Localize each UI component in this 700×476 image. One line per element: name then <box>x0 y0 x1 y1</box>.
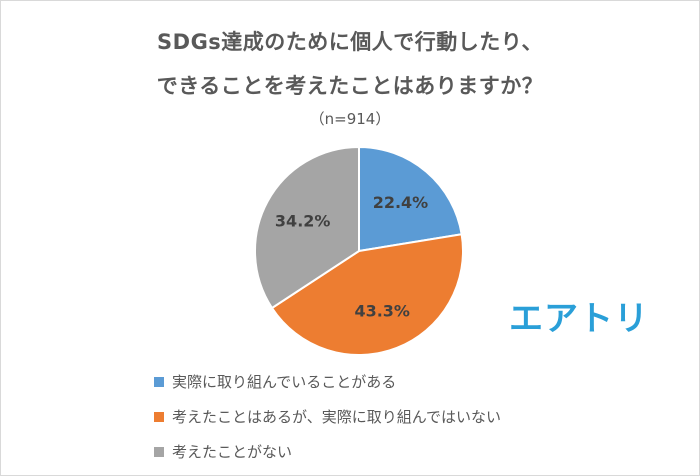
legend-label-2: 考えたことはあるが、実際に取り組んではいない <box>172 408 501 426</box>
pie-slice-3 <box>254 145 360 310</box>
chart-subtitle: （n=914） <box>309 110 391 128</box>
legend-swatch-3 <box>154 446 164 457</box>
legend-label-3: 考えたことがない <box>172 443 293 461</box>
brand-logo: エアトリ <box>509 299 649 339</box>
pie-slice-1 <box>358 145 463 253</box>
legend-item-3: 考えたことがない <box>154 434 501 469</box>
slice-data-label-3: 34.2% <box>275 212 331 231</box>
slice-data-label-1: 22.4% <box>373 193 429 212</box>
legend-swatch-1 <box>154 376 164 387</box>
slice-data-label-2: 43.3% <box>354 302 410 321</box>
chart-title-line-2: できることを考えたことはありますか？ <box>156 74 544 98</box>
chart-title-line-1: SDGs達成のために個人で行動したり、 <box>157 30 543 54</box>
legend-item-1: 実際に取り組んでいることがある <box>154 364 501 399</box>
legend: 実際に取り組んでいることがある 考えたことはあるが、実際に取り組んではいない 考… <box>154 364 501 469</box>
legend-label-1: 実際に取り組んでいることがある <box>172 373 397 391</box>
legend-swatch-2 <box>154 411 164 422</box>
legend-item-2: 考えたことはあるが、実際に取り組んではいない <box>154 399 501 434</box>
pie-slice-2 <box>270 233 464 356</box>
